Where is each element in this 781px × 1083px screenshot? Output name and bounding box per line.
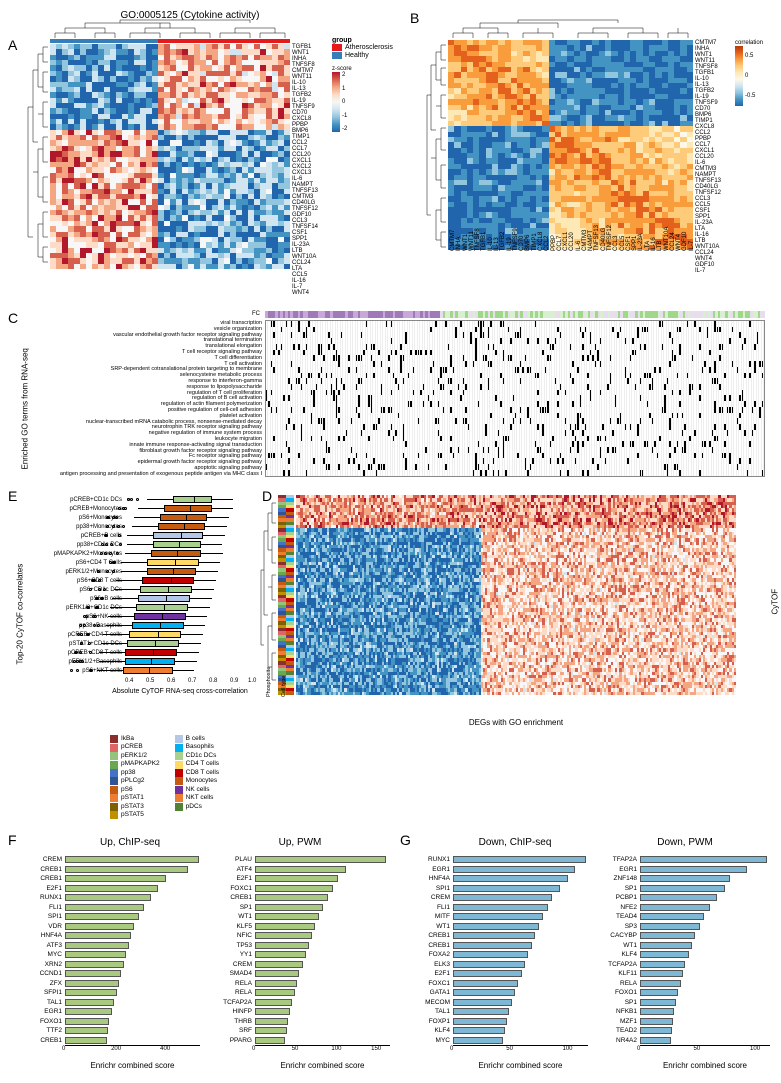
- panel-d-phosphosite-label: Phosphosite: [266, 667, 272, 697]
- panel-e-label: E: [8, 488, 17, 504]
- panel-a-label: A: [8, 37, 17, 53]
- panel-d-section-label: CyTOF: [771, 555, 780, 615]
- panel-f-label: F: [8, 832, 17, 848]
- panel-e-section-label: Top-20 CyTOF co-correlates: [16, 505, 25, 665]
- panel-g-label: G: [400, 832, 411, 848]
- panel-b-gene-labels-right: CMTM7INHAWNT1WNT11TNFSF8TGFB1IL-10IL-13T…: [695, 40, 721, 250]
- panel-e-legends: IkBapCREBpERK1/2pMAPKAPK2pp38pPLCg2pS6pS…: [110, 735, 219, 819]
- panel-a-gene-labels: TGFB1WNT1INHATNFSF8CMTM7WNT11IL-10IL-13T…: [292, 44, 318, 269]
- panel-d-xlabel: DEGs with GO enrichment: [296, 718, 736, 727]
- panel-b-label: B: [410, 10, 419, 26]
- panel-a-row-dendrogram: [20, 42, 50, 267]
- panel-b-row-dendrogram: [423, 40, 448, 250]
- panel-f-title1: Up, ChIP-seq: [70, 837, 190, 848]
- panel-d-celltype-label: Cell type: [281, 676, 287, 697]
- panel-c-go-matrix: [265, 320, 765, 477]
- panel-a-heatmap: [50, 44, 290, 269]
- panel-a-colorbar: z-score 2 1 0 -1 -2: [332, 66, 372, 132]
- panel-c-go-terms: viral transcriptionvesicle organizationv…: [40, 320, 262, 477]
- panel-c-fc-label: FC: [252, 311, 260, 317]
- panel-b-col-dendrogram: [448, 18, 693, 40]
- panel-f-bars1: CREMCREB1CREB1E2F1RUNX1FLI1SPI1VDRHNF4AA…: [20, 855, 205, 1070]
- panel-a-group-annotation: [50, 39, 290, 43]
- panel-g-bars2: TFAP2AEGR1ZNF148SP1PCBP1NFE2TEAD4SP3CACY…: [595, 855, 775, 1070]
- panel-a-col-dendrogram: [50, 18, 290, 40]
- panel-e-boxplots: pCREB+CD1c DCs pCREB+Monocytes pS6+Monoc…: [30, 495, 255, 675]
- panel-f-bars2: PLAUATF4E2F1FOXC1CREB1SP1WT1KLF5NFICTP53…: [210, 855, 395, 1070]
- panel-b-gene-labels-bottom: CMTM7INHAWNT1WNT11TNFSF8TGFB1IL-10IL-13T…: [448, 251, 693, 281]
- panel-b-heatmap: [448, 40, 693, 250]
- panel-c-label: C: [8, 310, 18, 326]
- panel-d-annotation-bars: [278, 495, 294, 695]
- panel-e-xlabel: Absolute CyTOF RNA-seq cross-correlation: [95, 688, 265, 695]
- panel-d-heatmap: [296, 495, 736, 695]
- panel-g-title2: Down, PWM: [625, 837, 745, 848]
- panel-a-legend: group AtherosclerosisHealthy: [332, 37, 393, 60]
- panel-f-title2: Up, PWM: [240, 837, 360, 848]
- panel-g-title1: Down, ChIP-seq: [450, 837, 580, 848]
- panel-g-bars1: RUNX1EGR1HNF4ASPI1CREMFLI1MITFWT1CREB1CR…: [408, 855, 593, 1070]
- panel-c-fc-bar: [265, 311, 765, 318]
- panel-d-row-dendrogram: [260, 495, 278, 695]
- panel-c-section-label: Enriched GO terms from RNA-seq: [21, 320, 30, 470]
- panel-b-colorbar: correlation 0.5 0 -0.5: [735, 40, 775, 106]
